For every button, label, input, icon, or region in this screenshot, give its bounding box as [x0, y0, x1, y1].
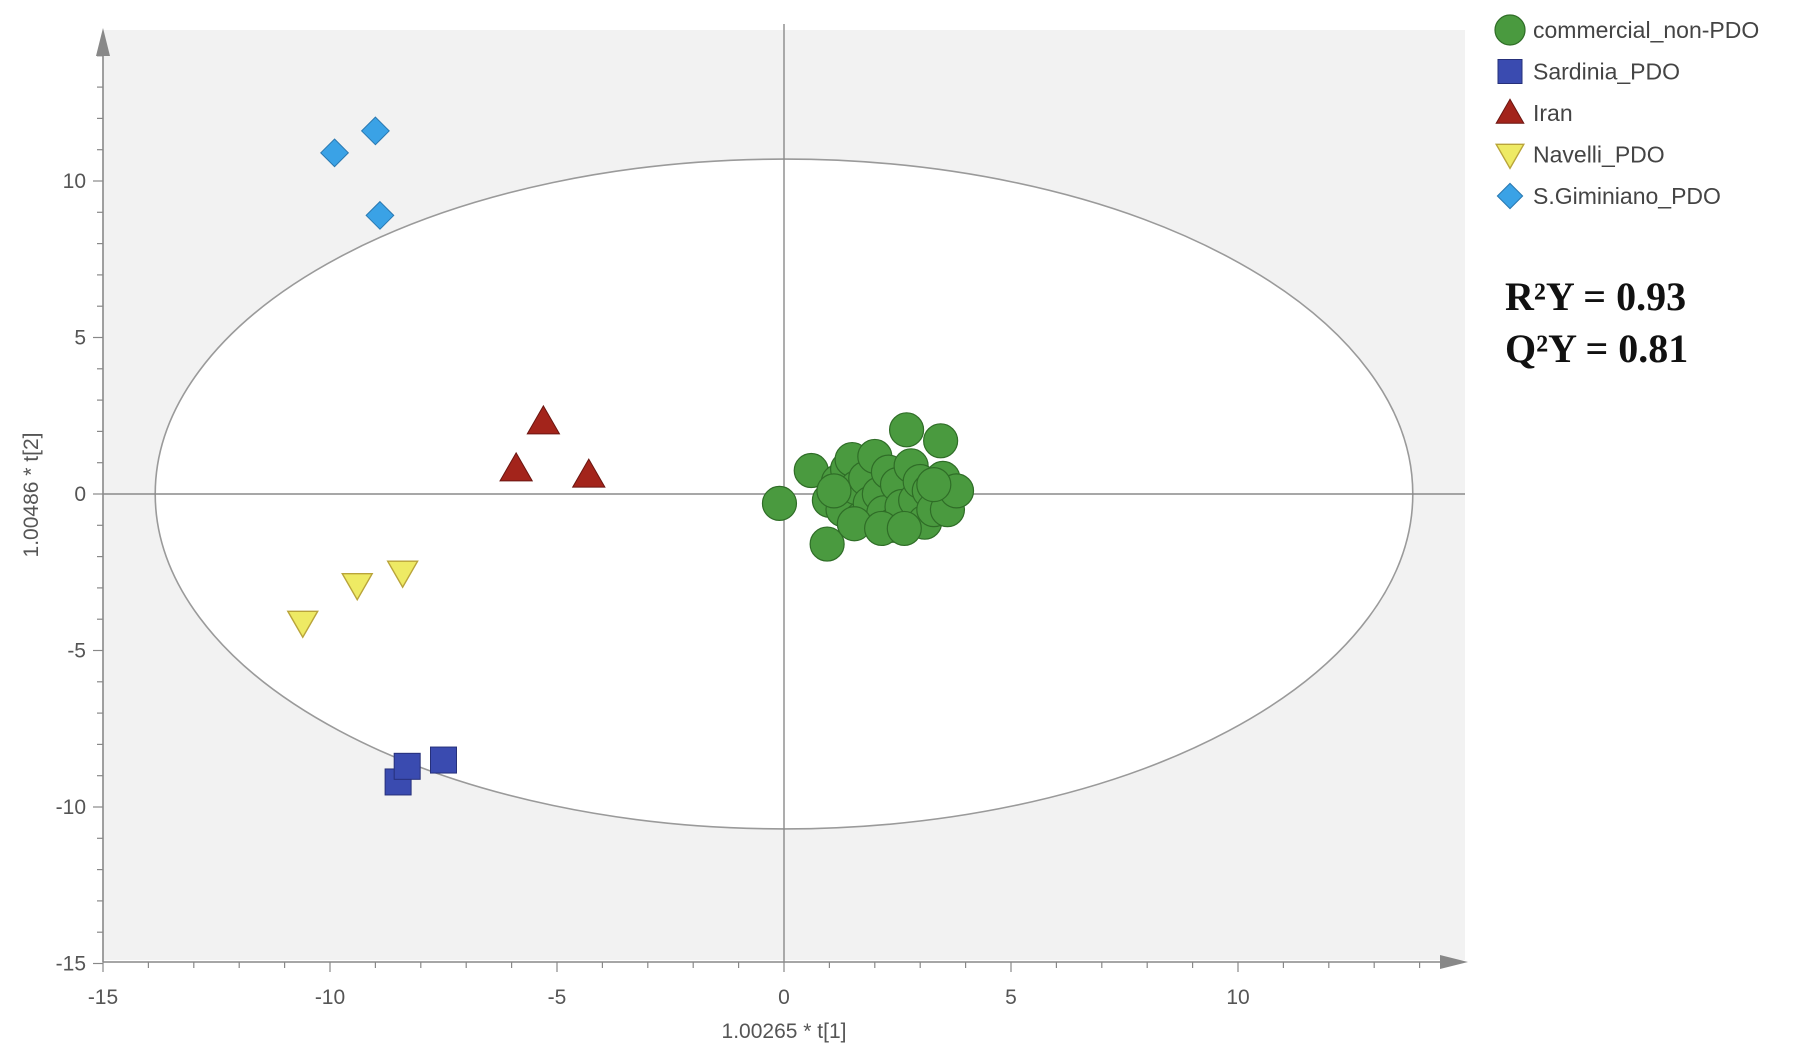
legend-marker-icon	[1495, 98, 1525, 124]
q2y-stat: Q²Y = 0.81	[1505, 326, 1688, 371]
y-tick-label: -5	[67, 640, 86, 663]
legend-label: Iran	[1533, 100, 1573, 126]
y-axis-label: 1.00486 * t[2]	[20, 433, 43, 558]
legend: commercial_non-PDO Sardinia_PDO Iran Navell…	[1494, 14, 1759, 210]
data-point	[430, 746, 457, 774]
legend-item: Navelli_PDO	[1494, 142, 1665, 170]
data-point	[393, 752, 421, 780]
y-axis-arrow-icon	[96, 28, 110, 56]
series-Iran	[499, 404, 606, 488]
x-tick-label: 5	[1005, 986, 1017, 1009]
legend-item: Iran	[1495, 98, 1573, 126]
legend-item: S.Giminiano_PDO	[1496, 182, 1721, 210]
data-point	[886, 510, 922, 547]
x-tick-label: -5	[548, 986, 567, 1009]
legend-label: Sardinia_PDO	[1533, 59, 1680, 85]
legend-label: commercial_non-PDO	[1533, 17, 1759, 43]
data-point	[320, 138, 350, 168]
legend-label: S.Giminiano_PDO	[1533, 183, 1721, 209]
data-point	[360, 116, 390, 146]
y-tick-label: -15	[56, 953, 86, 976]
y-tick-label: -10	[56, 796, 86, 819]
legend-item: commercial_non-PDO	[1494, 14, 1759, 46]
legend-label: Navelli_PDO	[1533, 142, 1665, 168]
data-point	[761, 485, 798, 521]
legend-marker-icon	[1497, 59, 1523, 84]
data-point	[809, 526, 845, 562]
legend-marker-icon	[1496, 182, 1524, 210]
x-tick-label: 0	[778, 986, 790, 1009]
data-point	[341, 573, 374, 602]
series-commercial_non-PDO	[761, 412, 975, 562]
data-point	[888, 412, 925, 448]
data-point	[816, 473, 852, 509]
data-point	[386, 560, 419, 589]
x-axis-label: 1.00265 * t[1]	[722, 1020, 847, 1043]
data-point	[526, 404, 561, 435]
data-point	[499, 451, 534, 482]
data-point	[571, 458, 606, 488]
x-tick-label: -15	[88, 986, 118, 1009]
data-point	[916, 467, 952, 503]
y-tick-label: 10	[63, 170, 86, 193]
x-tick-label: -10	[315, 986, 345, 1009]
y-tick-label: 0	[74, 483, 86, 506]
y-tick-label: 5	[74, 327, 86, 350]
series-Sardinia_PDO	[384, 746, 457, 796]
data-point	[923, 423, 959, 459]
legend-marker-icon	[1494, 143, 1526, 170]
legend-marker-icon	[1494, 14, 1526, 46]
data-point	[365, 200, 395, 230]
x-tick-label: 10	[1226, 986, 1249, 1009]
data-point	[286, 610, 319, 639]
r2y-stat: R²Y = 0.93	[1505, 274, 1686, 319]
legend-item: Sardinia_PDO	[1497, 59, 1680, 85]
series-S.Giminiano_PDO	[320, 116, 395, 230]
x-axis-arrow-icon	[1440, 955, 1468, 969]
series-Navelli_PDO	[286, 560, 419, 639]
